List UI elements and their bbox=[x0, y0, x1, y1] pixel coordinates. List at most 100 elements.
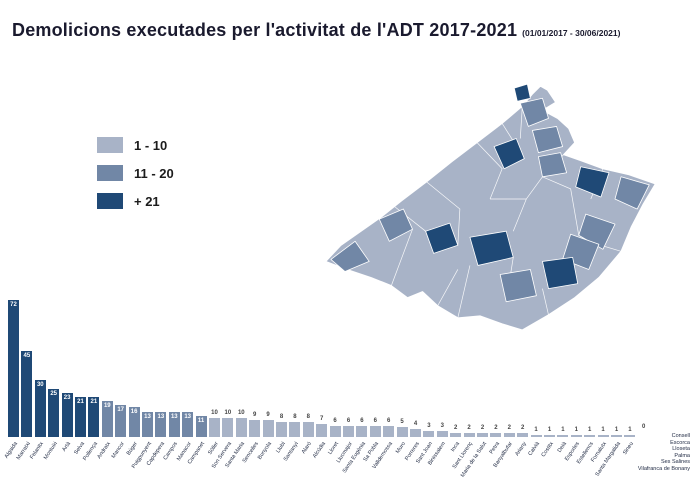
bar-value: 6 bbox=[333, 418, 337, 424]
bar-value: 21 bbox=[77, 399, 84, 405]
bar bbox=[209, 418, 220, 437]
bar bbox=[410, 429, 421, 437]
bar bbox=[115, 405, 127, 437]
bar-value: 2 bbox=[454, 425, 458, 431]
bar-value: 1 bbox=[561, 427, 565, 433]
bar-value: 1 bbox=[574, 427, 578, 433]
zero-municipalities-list: Consell Escorca Lloseta Palma Ses Salines Vil… bbox=[628, 433, 690, 473]
bar-value: 8 bbox=[293, 414, 297, 420]
legend-item-high: + 21 bbox=[97, 193, 174, 209]
bar-value: 2 bbox=[507, 425, 511, 431]
legend-label-high: + 21 bbox=[134, 193, 160, 209]
zero-value-label: 0 bbox=[642, 424, 646, 430]
bar bbox=[142, 412, 153, 437]
bar-value: 5 bbox=[400, 419, 404, 425]
legend-label-low: 1 - 10 bbox=[134, 137, 168, 153]
bar-value: 7 bbox=[320, 416, 324, 422]
bar bbox=[155, 412, 167, 437]
municipality-high bbox=[542, 256, 579, 290]
bar-value: 6 bbox=[373, 418, 377, 424]
legend-item-low: 1 - 10 bbox=[97, 137, 174, 153]
legend-swatch-low bbox=[97, 137, 123, 153]
bar-value: 6 bbox=[360, 418, 364, 424]
bar bbox=[450, 433, 462, 437]
bar-value: 8 bbox=[306, 414, 310, 420]
bar-value: 2 bbox=[494, 425, 498, 431]
zero-municipality: Palma bbox=[674, 452, 690, 459]
bar bbox=[597, 435, 609, 437]
bar bbox=[557, 435, 569, 437]
bar-value: 72 bbox=[10, 302, 17, 308]
bar-value: 25 bbox=[50, 391, 58, 397]
legend-label-mid: 11 - 20 bbox=[134, 165, 174, 181]
municipality-mid bbox=[614, 176, 650, 210]
bar bbox=[168, 412, 180, 437]
bar-value: 9 bbox=[266, 412, 270, 418]
bar bbox=[570, 435, 582, 437]
bar bbox=[343, 426, 354, 437]
bar bbox=[61, 393, 73, 437]
zero-municipality: Consell bbox=[671, 433, 690, 439]
bar bbox=[383, 426, 395, 437]
bar bbox=[101, 401, 113, 437]
bar bbox=[195, 416, 207, 437]
bar bbox=[503, 433, 515, 437]
bar bbox=[356, 426, 368, 437]
bar-value: 2 bbox=[467, 425, 471, 431]
bar-value: 21 bbox=[90, 399, 98, 405]
legend: 1 - 10 11 - 20 + 21 bbox=[97, 137, 174, 221]
municipality-mid bbox=[378, 208, 413, 242]
bar-chart: 0 Consell Escorca Lloseta Palma Ses Salines V… bbox=[3, 290, 690, 488]
bar bbox=[316, 424, 328, 437]
bar bbox=[490, 433, 502, 437]
legend-swatch-mid bbox=[97, 165, 123, 181]
bar-value: 3 bbox=[427, 423, 431, 429]
mallorca-choropleth-map bbox=[278, 68, 682, 340]
bar-value: 9 bbox=[253, 412, 257, 418]
bar-value: 13 bbox=[144, 414, 151, 420]
bar bbox=[302, 422, 314, 437]
bar bbox=[624, 435, 636, 437]
header: Demolicions executades per l'activitat d… bbox=[12, 20, 620, 41]
bar-value: 8 bbox=[279, 414, 284, 420]
bar bbox=[182, 412, 194, 437]
zero-municipality: Escorca bbox=[670, 439, 690, 446]
bar bbox=[436, 431, 448, 437]
page-title: Demolicions executades per l'activitat d… bbox=[12, 20, 518, 40]
bar bbox=[34, 380, 46, 437]
bar-value: 45 bbox=[23, 353, 31, 359]
municipality-high bbox=[469, 230, 514, 266]
bar-value: 1 bbox=[614, 427, 619, 433]
bar-value: 10 bbox=[211, 410, 218, 416]
bar bbox=[75, 397, 86, 437]
bar bbox=[544, 435, 555, 437]
municipality-mid bbox=[330, 240, 370, 272]
bar bbox=[235, 418, 247, 437]
bar-value: 10 bbox=[237, 410, 245, 416]
bar bbox=[517, 433, 529, 437]
bar-value: 23 bbox=[63, 395, 71, 401]
bar-value: 1 bbox=[601, 427, 605, 433]
bar-value: 3 bbox=[440, 423, 444, 429]
bar-value: 6 bbox=[387, 418, 391, 424]
bar-value: 1 bbox=[547, 427, 552, 433]
municipality-high bbox=[513, 83, 531, 102]
bar bbox=[396, 427, 408, 437]
bar-value: 16 bbox=[130, 409, 138, 415]
bar bbox=[262, 420, 274, 437]
municipality-high bbox=[575, 166, 610, 198]
municipality-mid bbox=[519, 97, 549, 127]
legend-item-mid: 11 - 20 bbox=[97, 165, 174, 181]
zero-values: 0 Consell Escorca Lloseta Palma Ses Salines V… bbox=[628, 424, 690, 473]
bar-value: 4 bbox=[413, 421, 418, 427]
bar-value: 1 bbox=[628, 427, 632, 433]
bar-value: 17 bbox=[117, 407, 125, 413]
bar-value: 1 bbox=[588, 427, 592, 433]
bar-value: 2 bbox=[521, 425, 525, 431]
bar-value: 13 bbox=[184, 414, 192, 420]
bar bbox=[423, 431, 435, 437]
bar bbox=[584, 435, 596, 437]
bar-value: 10 bbox=[224, 410, 232, 416]
bar-value: 6 bbox=[346, 418, 351, 424]
zero-municipality: Ses Salines bbox=[660, 459, 690, 466]
